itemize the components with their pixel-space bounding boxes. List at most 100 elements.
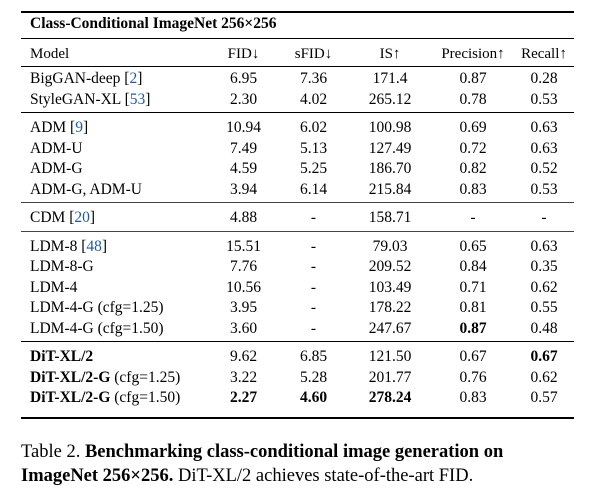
cell-is: 127.49 (368, 140, 412, 157)
top-rule (21, 11, 574, 13)
cell-precision: 0.71 (459, 279, 487, 296)
cell-recall: 0.62 (530, 279, 558, 296)
cell-precision: 0.78 (459, 91, 487, 108)
cell-precision: 0.65 (459, 238, 487, 255)
cell-fid: 2.30 (229, 91, 258, 108)
cell-model: BigGAN-deep [2] (30, 68, 245, 89)
citation-bracket: [ (81, 238, 87, 255)
header-is: IS↑ (379, 46, 401, 62)
cell-model: LDM-8 [48] (30, 236, 245, 257)
citation-bracket: ] (137, 70, 143, 87)
cell-fid: 10.56 (226, 279, 261, 296)
cell-is: 103.49 (368, 279, 412, 296)
citation-bracket: ] (89, 209, 96, 226)
model-name: LDM-4-G (cfg=1.25) (30, 299, 164, 316)
cell-fid: 3.60 (229, 320, 258, 337)
cell-precision: 0.81 (459, 299, 487, 316)
group-separator-rule (21, 341, 574, 342)
cell-fid: 3.95 (229, 299, 258, 316)
cell-model: ADM-G, ADM-U (30, 179, 245, 200)
cell-precision: 0.87 (459, 320, 487, 337)
cell-model: LDM-8-G (30, 256, 245, 277)
cell-is: 100.98 (368, 119, 412, 136)
cell-recall: 0.62 (530, 369, 558, 386)
cell-sfid: - (310, 279, 317, 296)
cell-model: LDM-4-G (cfg=1.25) (30, 297, 245, 318)
cell-model: CDM [20] (30, 207, 245, 228)
cell-model: DiT-XL/2-G (cfg=1.50) (30, 387, 245, 408)
cell-recall: 0.55 (530, 299, 558, 316)
model-name: LDM-8-G (30, 258, 94, 275)
citation-link[interactable]: 20 (74, 209, 90, 226)
cell-fid: 2.27 (229, 389, 258, 406)
cell-precision: 0.67 (459, 348, 487, 365)
citation-bracket: ] (101, 238, 108, 255)
cell-model: DiT-XL/2-G (cfg=1.25) (30, 367, 245, 388)
table-row: ADM-G 4.59 5.25 186.70 0.82 0.52 (21, 158, 574, 179)
cell-recall: 0.63 (530, 238, 558, 255)
cell-fid: 10.94 (226, 119, 261, 136)
cell-sfid: 5.13 (299, 140, 328, 157)
citation-link[interactable]: 2 (129, 70, 138, 87)
header-sfid: sFID↓ (294, 46, 333, 62)
model-name: LDM-4 (30, 279, 78, 296)
bottom-rule (21, 417, 574, 419)
citation-bracket: ] (82, 119, 89, 136)
cell-sfid: 7.36 (299, 70, 328, 87)
cell-model: LDM-4-G (cfg=1.50) (30, 318, 245, 339)
table-caption: Table 2. Benchmarking class-conditional … (21, 440, 581, 488)
cell-precision: 0.76 (459, 369, 487, 386)
cell-sfid: - (310, 299, 317, 316)
table-row: LDM-4-G (cfg=1.50) 3.60 - 247.67 0.87 0.48 (21, 318, 574, 339)
header-row: Model FID↓ sFID↓ IS↑ Precision↑ Recall↑ (21, 44, 574, 65)
table-row: ADM [9] 10.94 6.02 100.98 0.69 0.63 (21, 117, 574, 138)
cell-model: ADM-U (30, 138, 245, 159)
cell-sfid: - (310, 238, 317, 255)
table-row: LDM-8-G 7.76 - 209.52 0.84 0.35 (21, 256, 574, 277)
cell-recall: 0.52 (530, 160, 558, 177)
cell-recall: 0.63 (530, 119, 558, 136)
cell-precision: 0.87 (459, 70, 487, 87)
cell-sfid: 6.85 (299, 348, 328, 365)
header-fid: FID↓ (227, 46, 260, 62)
citation-bracket: [ (69, 209, 75, 226)
group-separator-rule (21, 202, 574, 203)
model-name: ADM-G, ADM-U (30, 181, 142, 198)
table-row: LDM-8 [48] 15.51-79.03 0.65 0.63 (21, 236, 574, 257)
cell-sfid: 4.02 (299, 91, 328, 108)
cell-sfid: 4.60 (299, 389, 328, 406)
cell-is: 215.84 (368, 181, 412, 198)
cell-is: 209.52 (368, 258, 412, 275)
cell-fid: 7.49 (229, 140, 258, 157)
header-model: Model (30, 46, 70, 62)
cell-recall: 0.67 (530, 348, 558, 365)
cell-sfid: 5.28 (299, 369, 328, 386)
cell-is: 171.4 (372, 70, 408, 87)
model-name: ADM (30, 119, 67, 136)
cell-recall: 0.35 (530, 258, 558, 275)
table-row: DiT-XL/2-G (cfg=1.25) 3.22 5.28 201.77 0.76 0… (21, 367, 574, 388)
header-recall: Recall↑ (521, 46, 567, 62)
table-row: LDM-4 10.56 - 103.49 0.71 0.62 (21, 277, 574, 298)
table-row: ADM-U 7.49 5.13 127.49 0.72 0.63 (21, 138, 574, 159)
citation-link[interactable]: 53 (129, 91, 146, 108)
cell-model: DiT-XL/2 (30, 346, 245, 367)
cell-recall: 0.53 (530, 91, 558, 108)
cell-recall: 0.57 (530, 389, 558, 406)
cell-model: ADM [9] (30, 117, 245, 138)
citation-link[interactable]: 48 (86, 238, 102, 255)
cell-is: 178.22 (368, 299, 412, 316)
caption-bold-line1: Benchmarking class-conditional image gen… (84, 442, 504, 462)
table-row: DiT-XL/2-G (cfg=1.50) 2.27 4.60 278.24 0.83 0… (21, 387, 574, 408)
model-name: BigGAN-deep (30, 70, 121, 87)
citation-bracket: [ (70, 119, 76, 136)
cell-precision: 0.84 (459, 258, 487, 275)
citation-link[interactable]: 9 (75, 119, 83, 136)
cell-model: StyleGAN-XL [53] (30, 89, 245, 110)
model-name: DiT-XL/2-G (30, 389, 111, 406)
caption-rest: DiT-XL/2 achieves state-of-the-art FID. (173, 466, 474, 486)
cell-sfid: - (310, 258, 317, 275)
table-row: DiT-XL/2 9.62 6.85 121.50 0.67 0.67 (21, 346, 574, 367)
cell-recall: 0.48 (530, 320, 558, 337)
